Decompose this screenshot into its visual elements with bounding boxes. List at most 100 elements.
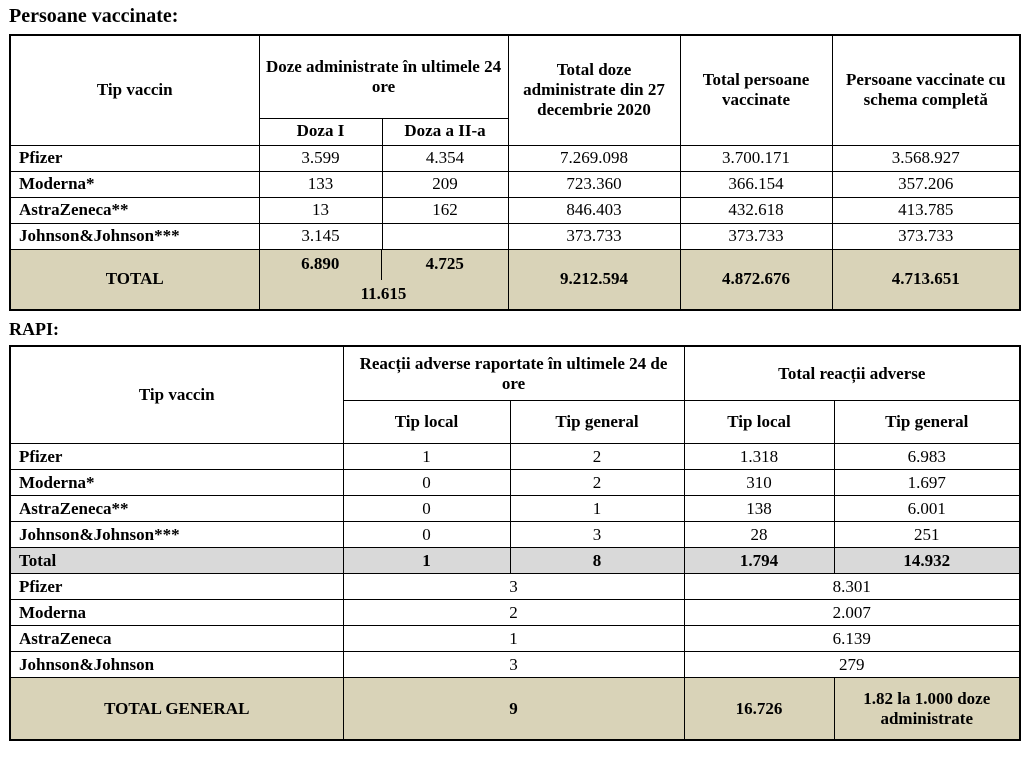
vaccinated-header-row: Tip vaccin Doze administrate în ultimele… — [9, 34, 1021, 146]
rapi-johnson-general24-cell: 3 — [509, 521, 685, 549]
rapi-moderna-local-total-cell: 310 — [683, 469, 835, 497]
rapi-johnson-local-total-cell: 28 — [683, 521, 835, 549]
rapi-astrazeneca-local24-cell: 0 — [342, 495, 511, 523]
astrazeneca-total-persoane-cell: 432.618 — [679, 196, 833, 224]
total-doze-sum-value: 11.615 — [360, 283, 407, 303]
rapi-span-moderna-total-cell: 2.007 — [683, 599, 1021, 627]
vaccinated-total-row: TOTAL 6.890 4.725 11.615 9.212.594 4.872… — [9, 248, 1021, 311]
johnson-name-cell: Johnson&Johnson*** — [9, 222, 260, 250]
header-total-doze: Total doze administrate din 27 decembrie… — [507, 34, 681, 146]
astrazeneca-name-cell: AstraZeneca** — [9, 196, 260, 224]
rapi-span-moderna-count24-cell: 2 — [342, 599, 685, 627]
rapi-span-johnson-name-cell: Johnson&Johnson — [9, 651, 344, 679]
rapi-span-astrazeneca-total-cell: 6.139 — [683, 625, 1021, 653]
rapi-moderna-general24-cell: 2 — [509, 469, 685, 497]
rapi-span-astrazeneca-name-cell: AstraZeneca — [9, 625, 344, 653]
vaccinated-subheader-row: Doza I Doza a II-a — [10, 117, 1020, 146]
astrazeneca-doza2-cell: 162 — [381, 196, 509, 224]
astrazeneca-doza1-cell: 13 — [258, 196, 383, 224]
moderna-total-doze-cell: 723.360 — [507, 170, 681, 198]
rapi-span-pfizer-name-cell: Pfizer — [9, 573, 344, 601]
rapi-pfizer-local-total-cell: 1.318 — [683, 443, 835, 471]
section-title-rapi: RAPI: — [9, 319, 59, 339]
johnson-total-doze-cell: 373.733 — [507, 222, 681, 250]
rapi-span-johnson-count24-cell: 3 — [342, 651, 685, 679]
rapi-subheader-row: Tip local Tip general Tip local Tip gene… — [10, 400, 1021, 445]
pfizer-doza1-cell: 3.599 — [258, 144, 383, 172]
rapi-header-tip-vaccin: Tip vaccin — [9, 345, 344, 445]
total-general-label-cell: TOTAL GENERAL — [9, 677, 344, 741]
rapi-header-tip-local-total: Tip local — [683, 400, 835, 445]
document-page: Persoane vaccinate: Tip vaccin Doze admi… — [9, 5, 1022, 741]
rapi-johnson-name-cell: Johnson&Johnson*** — [9, 521, 344, 549]
rapi-moderna-general-total-cell: 1.697 — [833, 469, 1021, 497]
moderna-total-persoane-cell: 366.154 — [679, 170, 833, 198]
astrazeneca-total-doze-cell: 846.403 — [507, 196, 681, 224]
section-title-persoane-vaccinate: Persoane vaccinate: — [9, 5, 179, 27]
rapi-header-row: Tip vaccin Reacții adverse raportate în … — [9, 345, 1021, 445]
vaccinated-row-pfizer: Pfizer 3.599 4.354 7.269.098 3.700.171 3… — [9, 144, 1021, 172]
rapi-span-astrazeneca-count24-cell: 1 — [342, 625, 685, 653]
astrazeneca-schema-completa-cell: 413.785 — [831, 196, 1021, 224]
pfizer-name-cell: Pfizer — [9, 144, 260, 172]
total-general-total-cell: 16.726 — [683, 677, 835, 741]
rapi-astrazeneca-general24-cell: 1 — [509, 495, 685, 523]
total-doze-cell: 9.212.594 — [507, 248, 681, 311]
rapi-pfizer-name-cell: Pfizer — [9, 443, 344, 471]
rapi-astrazeneca-local-total-cell: 138 — [683, 495, 835, 523]
rapi-johnson-local24-cell: 0 — [342, 521, 511, 549]
header-doza-1: Doza I — [258, 117, 383, 146]
total-doze-split: 6.890 4.725 — [260, 250, 507, 280]
rapi-span-row-astrazeneca: AstraZeneca 1 6.139 — [9, 625, 1021, 653]
vaccinated-row-astrazeneca: AstraZeneca** 13 162 846.403 432.618 413… — [9, 196, 1021, 224]
total-general-count24-cell: 9 — [342, 677, 685, 741]
total-doza1-value: 6.890 — [260, 250, 383, 280]
vaccinated-row-moderna: Moderna* 133 209 723.360 366.154 357.206 — [9, 170, 1021, 198]
rapi-table: Tip vaccin Reacții adverse raportate în … — [9, 344, 1021, 741]
total-general-rate-cell: 1.82 la 1.000 doze administrate — [833, 677, 1021, 741]
rapi-total-general-total-cell: 14.932 — [833, 547, 1021, 575]
header-doze-24h: Doze administrate în ultimele 24 ore — [258, 34, 509, 119]
rapi-total-label-cell: Total — [9, 547, 344, 575]
rapi-total-general-row: TOTAL GENERAL 9 16.726 1.82 la 1.000 doz… — [9, 677, 1021, 741]
rapi-row-moderna: Moderna* 0 2 310 1.697 — [9, 469, 1021, 497]
rapi-astrazeneca-general-total-cell: 6.001 — [833, 495, 1021, 523]
rapi-header-tip-general-24h: Tip general — [509, 400, 685, 445]
rapi-header-tip-general-total: Tip general — [833, 400, 1021, 445]
rapi-header-total-reactii: Total reacții adverse — [683, 345, 1021, 402]
rapi-johnson-general-total-cell: 251 — [833, 521, 1021, 549]
pfizer-doza2-cell: 4.354 — [381, 144, 509, 172]
johnson-doza2-cell — [381, 222, 509, 250]
total-persoane-cell: 4.872.676 — [679, 248, 833, 311]
rapi-header-tip-local-24h: Tip local — [342, 400, 511, 445]
johnson-total-persoane-cell: 373.733 — [679, 222, 833, 250]
moderna-doza2-cell: 209 — [381, 170, 509, 198]
total-doze-24h-cell: 6.890 4.725 11.615 — [258, 248, 509, 311]
johnson-doza1-cell: 3.145 — [258, 222, 383, 250]
rapi-span-pfizer-total-cell: 8.301 — [683, 573, 1021, 601]
rapi-pfizer-local24-cell: 1 — [342, 443, 511, 471]
rapi-span-row-johnson: Johnson&Johnson 3 279 — [9, 651, 1021, 679]
rapi-total-local24-cell: 1 — [342, 547, 511, 575]
pfizer-total-doze-cell: 7.269.098 — [507, 144, 681, 172]
pfizer-schema-completa-cell: 3.568.927 — [831, 144, 1021, 172]
rapi-total-general24-cell: 8 — [509, 547, 685, 575]
total-schema-completa-cell: 4.713.651 — [831, 248, 1021, 311]
rapi-astrazeneca-name-cell: AstraZeneca** — [9, 495, 344, 523]
rapi-pfizer-general-total-cell: 6.983 — [833, 443, 1021, 471]
rapi-moderna-local24-cell: 0 — [342, 469, 511, 497]
rapi-moderna-name-cell: Moderna* — [9, 469, 344, 497]
header-total-persoane: Total persoane vaccinate — [679, 34, 833, 146]
header-tip-vaccin: Tip vaccin — [9, 34, 260, 146]
moderna-schema-completa-cell: 357.206 — [831, 170, 1021, 198]
rapi-header-reactii-24h: Reacții adverse raportate în ultimele 24… — [342, 345, 685, 402]
rapi-span-row-pfizer: Pfizer 3 8.301 — [9, 573, 1021, 601]
moderna-name-cell: Moderna* — [9, 170, 260, 198]
moderna-doza1-cell: 133 — [258, 170, 383, 198]
header-schema-completa: Persoane vaccinate cu schema completă — [831, 34, 1021, 146]
header-doza-2: Doza a II-a — [381, 117, 509, 146]
vaccinated-row-johnson: Johnson&Johnson*** 3.145 373.733 373.733… — [9, 222, 1021, 250]
rapi-row-astrazeneca: AstraZeneca** 0 1 138 6.001 — [9, 495, 1021, 523]
total-label-cell: TOTAL — [9, 248, 260, 311]
rapi-span-moderna-name-cell: Moderna — [9, 599, 344, 627]
